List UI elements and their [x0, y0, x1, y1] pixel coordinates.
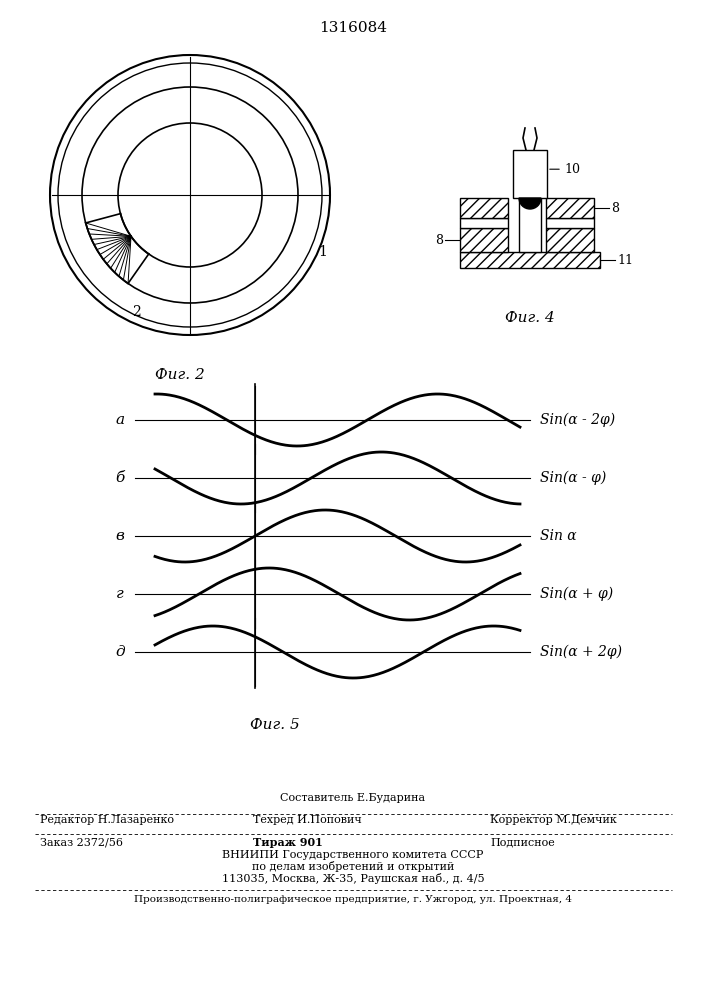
Text: ВНИИПИ Государственного комитета СССР: ВНИИПИ Государственного комитета СССР	[222, 850, 484, 860]
Text: в: в	[115, 529, 124, 543]
Text: 11: 11	[617, 253, 633, 266]
Text: Sin(α + φ): Sin(α + φ)	[540, 587, 613, 601]
Bar	[460, 252, 600, 268]
Text: Заказ 2372/56: Заказ 2372/56	[40, 837, 123, 847]
Text: д: д	[115, 645, 125, 659]
Text: Составитель Е.Бударина: Составитель Е.Бударина	[281, 793, 426, 803]
Text: Техред И.Попович: Техред И.Попович	[253, 815, 362, 825]
Text: Тираж 901: Тираж 901	[253, 837, 323, 848]
Text: Sin(α - φ): Sin(α - φ)	[540, 471, 606, 485]
Text: Подписное: Подписное	[490, 837, 555, 847]
Text: 1316084: 1316084	[319, 21, 387, 35]
Text: Корректор М.Демчик: Корректор М.Демчик	[490, 815, 617, 825]
Text: 1: 1	[318, 245, 327, 259]
Text: Редактор Н.Лазаренко: Редактор Н.Лазаренко	[40, 815, 174, 825]
Bar	[460, 198, 508, 218]
Bar	[513, 150, 547, 198]
Text: Производственно-полиграфическое предприятие, г. Ужгород, ул. Проектная, 4: Производственно-полиграфическое предприя…	[134, 895, 572, 904]
Text: Sin(α + 2φ): Sin(α + 2φ)	[540, 645, 622, 659]
Text: Sin α: Sin α	[540, 529, 577, 543]
Bar	[546, 218, 594, 228]
Bar	[460, 218, 508, 228]
Text: б: б	[115, 471, 124, 485]
Bar	[519, 198, 541, 252]
Bar	[460, 228, 508, 252]
Text: Фиг. 2: Фиг. 2	[155, 368, 205, 382]
Wedge shape	[519, 198, 541, 209]
Text: Sin(α - 2φ): Sin(α - 2φ)	[540, 413, 615, 427]
Bar	[546, 228, 594, 252]
Text: г: г	[116, 587, 124, 601]
Text: 2: 2	[132, 305, 141, 319]
Text: 8: 8	[435, 233, 443, 246]
Text: 113035, Москва, Ж-35, Раушская наб., д. 4/5: 113035, Москва, Ж-35, Раушская наб., д. …	[222, 873, 484, 884]
Text: а: а	[115, 413, 124, 427]
Text: 10: 10	[564, 163, 580, 176]
Text: Фиг. 5: Фиг. 5	[250, 718, 300, 732]
Bar	[546, 198, 594, 218]
Text: по делам изобретений и открытий: по делам изобретений и открытий	[252, 861, 454, 872]
Text: Фиг. 4: Фиг. 4	[505, 311, 555, 325]
Text: 8: 8	[611, 202, 619, 215]
